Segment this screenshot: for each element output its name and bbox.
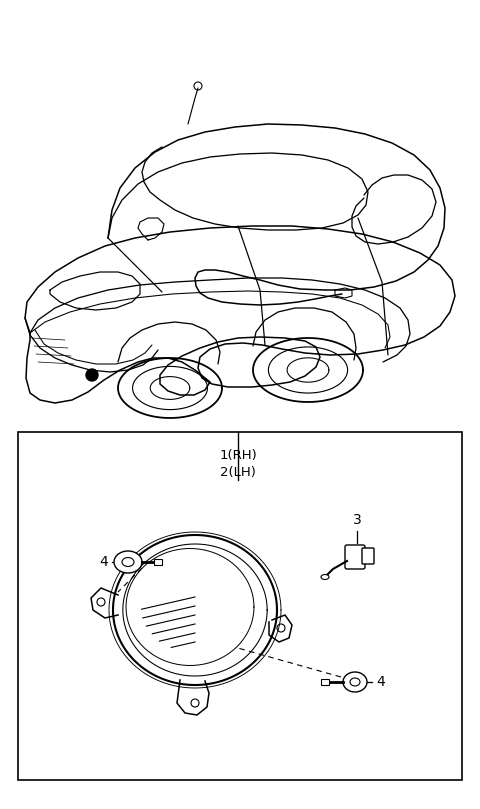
FancyBboxPatch shape xyxy=(362,548,374,564)
Circle shape xyxy=(86,369,98,381)
Text: 4: 4 xyxy=(100,555,108,569)
Ellipse shape xyxy=(122,557,134,566)
Bar xyxy=(321,679,329,685)
Ellipse shape xyxy=(114,551,142,573)
Text: 2(LH): 2(LH) xyxy=(220,465,256,478)
FancyBboxPatch shape xyxy=(345,545,365,569)
Bar xyxy=(18,432,462,780)
Ellipse shape xyxy=(321,574,329,579)
Text: 3: 3 xyxy=(353,513,361,527)
Text: 1(RH): 1(RH) xyxy=(219,448,257,461)
Text: 4: 4 xyxy=(377,675,385,689)
Ellipse shape xyxy=(350,678,360,686)
Ellipse shape xyxy=(343,672,367,692)
Bar xyxy=(154,559,162,565)
